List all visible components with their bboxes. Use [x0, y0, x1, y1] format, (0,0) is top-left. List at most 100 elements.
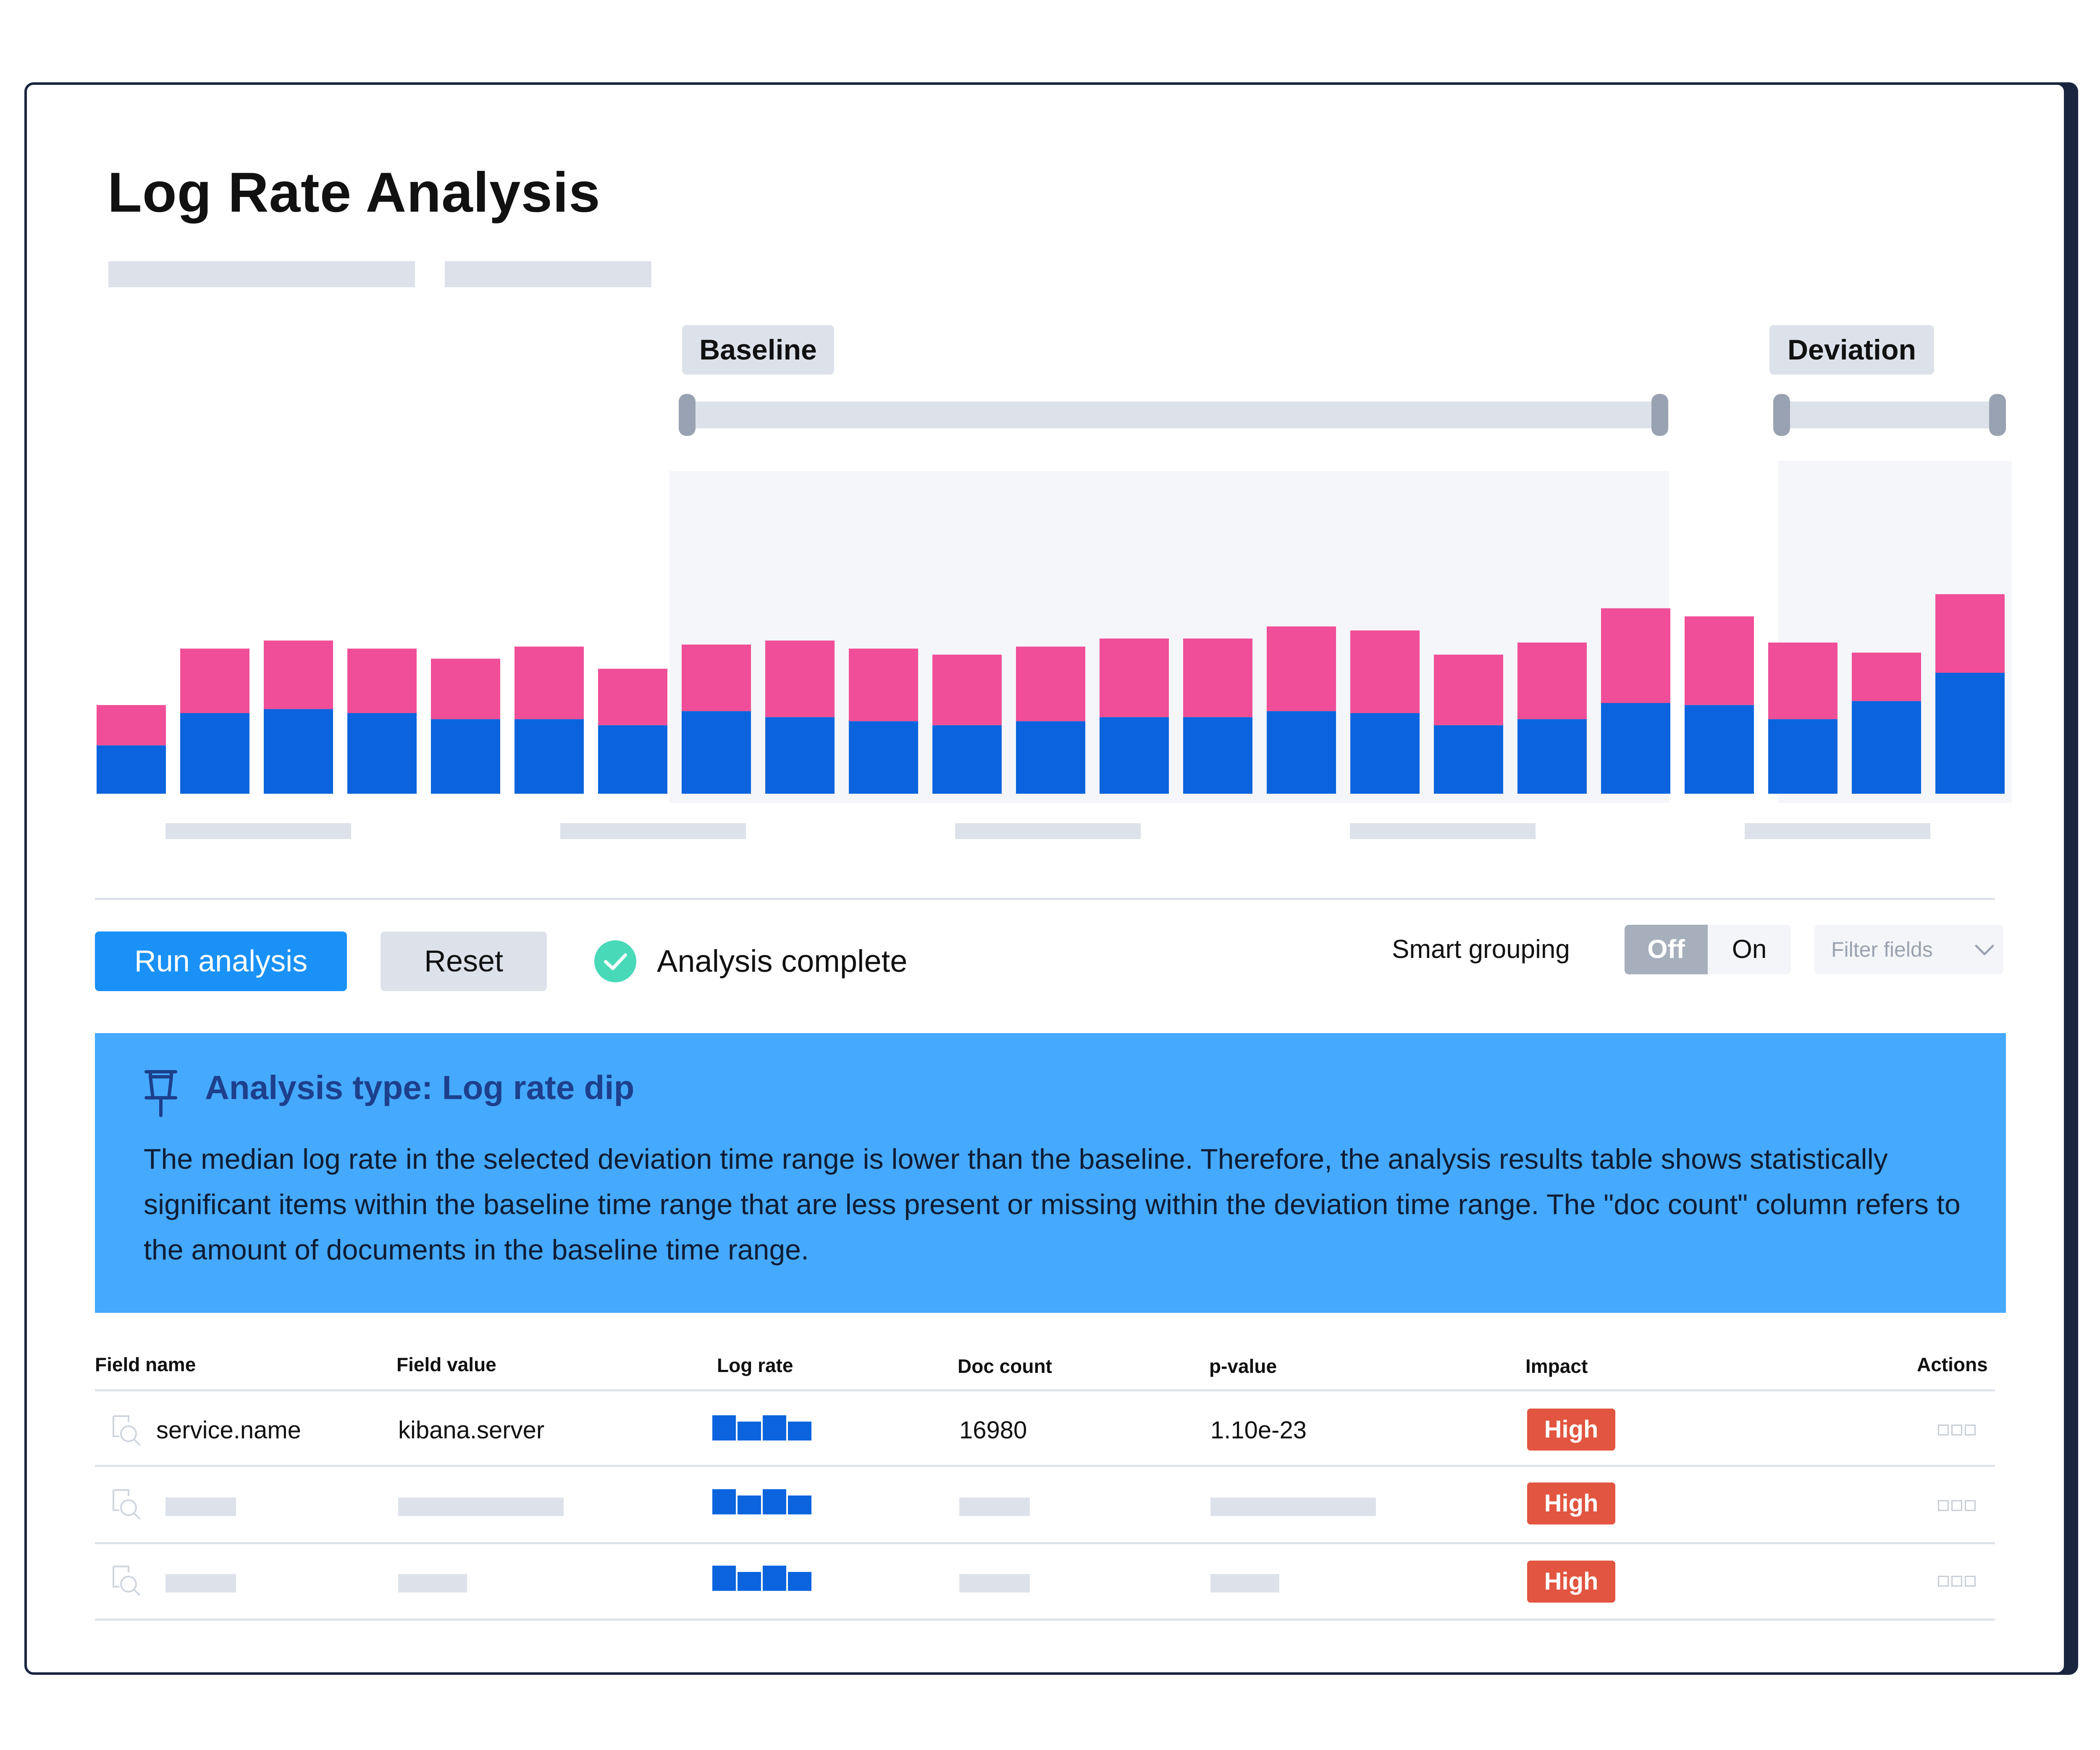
histogram-bar-segment-top — [598, 669, 667, 725]
subtitle-placeholder — [108, 261, 415, 287]
subtitle-placeholder — [445, 261, 651, 287]
histogram-bar-segment-bottom — [1935, 673, 2005, 794]
log-rate-sparkline — [712, 1566, 811, 1591]
divider — [95, 898, 1995, 900]
histogram-bar-segment-bottom — [431, 719, 500, 794]
histogram-bar-segment-bottom — [264, 709, 333, 794]
histogram-bar-segment-bottom — [180, 713, 249, 794]
page-title: Log Rate Analysis — [108, 161, 601, 224]
column-header-impact[interactable]: Impact — [1525, 1355, 1588, 1377]
histogram-bar-segment-top — [1685, 616, 1754, 705]
field-name-cell: service.name — [156, 1417, 301, 1444]
reset-button[interactable]: Reset — [381, 931, 547, 991]
histogram-bar-segment-top — [1183, 638, 1252, 717]
histogram-bar-segment-bottom — [1100, 717, 1169, 794]
deviation-start-handle[interactable] — [1773, 394, 1790, 436]
histogram-bar-segment-top — [849, 648, 918, 722]
histogram-bar-segment-bottom — [1267, 711, 1336, 794]
callout-title: Analysis type: Log rate dip — [205, 1069, 635, 1106]
histogram-bar-segment-bottom — [1601, 703, 1670, 794]
analysis-type-callout: Analysis type: Log rate dip The median l… — [95, 1033, 2006, 1313]
log-rate-histogram — [97, 461, 2012, 803]
column-header-field-value[interactable]: Field value — [396, 1354, 496, 1375]
field-search-icon[interactable] — [109, 1487, 143, 1520]
field-search-icon[interactable] — [109, 1563, 143, 1597]
field-name-placeholder — [165, 1574, 236, 1593]
p-value-placeholder — [1210, 1574, 1279, 1593]
field-value-placeholder — [398, 1574, 467, 1593]
histogram-bar-segment-top — [264, 640, 333, 709]
field-value-placeholder — [398, 1498, 564, 1516]
histogram-bar-segment-bottom — [1768, 719, 1838, 794]
check-circle-icon — [594, 940, 636, 982]
histogram-bar-segment-bottom — [1016, 721, 1085, 794]
histogram-bar-segment-top — [514, 646, 584, 719]
log-rate-analysis-panel: Log Rate Analysis Baseline Deviation Run… — [24, 82, 2066, 1675]
field-value-cell: kibana.server — [398, 1417, 545, 1444]
run-analysis-button[interactable]: Run analysis — [95, 931, 347, 991]
smart-grouping-on-toggle[interactable]: On — [1708, 925, 1791, 974]
histogram-bar-segment-top — [1601, 608, 1670, 703]
sparkline-bar — [738, 1422, 761, 1440]
row-actions[interactable] — [1938, 1425, 1984, 1437]
x-axis-tick-placeholder — [955, 823, 1141, 839]
filter-fields-placeholder: Filter fields — [1831, 938, 1933, 961]
histogram-bar-segment-bottom — [347, 713, 417, 794]
baseline-end-handle[interactable] — [1651, 394, 1668, 436]
histogram-bar-segment-top — [1016, 646, 1085, 722]
histogram-bar-segment-top — [180, 648, 249, 713]
column-header-doc-count[interactable]: Doc count — [958, 1355, 1052, 1377]
filter-fields-dropdown[interactable]: Filter fields — [1814, 925, 2003, 974]
baseline-range-track[interactable] — [686, 401, 1659, 428]
field-name-placeholder — [165, 1498, 236, 1516]
histogram-bar-segment-bottom — [682, 711, 751, 794]
impact-badge: High — [1527, 1561, 1615, 1603]
sparkline-bar — [788, 1572, 811, 1591]
table-row-divider — [95, 1619, 1995, 1621]
histogram-bar-segment-top — [1935, 594, 2005, 673]
log-rate-sparkline — [712, 1489, 811, 1514]
histogram-bar-segment-bottom — [598, 725, 667, 794]
callout-body: The median log rate in the selected devi… — [144, 1143, 1961, 1266]
histogram-bar-segment-top — [1100, 638, 1169, 717]
field-search-icon[interactable] — [109, 1413, 143, 1446]
histogram-bar-segment-top — [765, 640, 835, 717]
impact-badge: High — [1527, 1409, 1615, 1451]
p-value-cell: 1.10e-23 — [1210, 1417, 1307, 1444]
histogram-bar-segment-bottom — [1852, 701, 1921, 794]
histogram-bar-segment-top — [1350, 630, 1420, 713]
histogram-bar-segment-bottom — [1685, 705, 1754, 794]
x-axis-tick-placeholder — [560, 823, 746, 839]
histogram-bar-segment-top — [1267, 626, 1336, 711]
doc-count-placeholder — [959, 1574, 1030, 1593]
log-rate-sparkline — [712, 1415, 811, 1440]
histogram-bar-segment-top — [347, 648, 417, 713]
deviation-label: Deviation — [1769, 325, 1934, 375]
table-row-divider — [95, 1465, 1995, 1467]
sparkline-bar — [763, 1489, 786, 1514]
column-header-actions: Actions — [1917, 1354, 1988, 1375]
histogram-bar-segment-top — [1852, 653, 1921, 701]
sparkline-bar — [712, 1415, 736, 1440]
column-header-p-value[interactable]: p-value — [1209, 1355, 1277, 1377]
histogram-bar-segment-bottom — [1517, 719, 1587, 794]
p-value-placeholder — [1210, 1498, 1376, 1516]
row-actions[interactable] — [1938, 1500, 1984, 1513]
impact-badge: High — [1527, 1482, 1615, 1524]
column-header-field-name[interactable]: Field name — [95, 1354, 196, 1375]
row-actions[interactable] — [1938, 1576, 1984, 1588]
chevron-down-icon — [1975, 945, 1994, 955]
sparkline-bar — [738, 1572, 761, 1591]
baseline-start-handle[interactable] — [679, 394, 696, 436]
histogram-bar-segment-top — [431, 659, 500, 719]
column-header-log-rate[interactable]: Log rate — [717, 1354, 793, 1376]
histogram-bar-segment-top — [1517, 643, 1587, 719]
histogram-bar-segment-bottom — [765, 717, 835, 794]
histogram-bar-segment-bottom — [1183, 717, 1252, 794]
deviation-end-handle[interactable] — [1989, 394, 2006, 436]
x-axis-tick-placeholder — [1745, 823, 1930, 839]
smart-grouping-off-toggle[interactable]: Off — [1625, 925, 1708, 974]
sparkline-bar — [712, 1566, 736, 1591]
histogram-bar-segment-bottom — [1350, 713, 1420, 794]
deviation-range-track[interactable] — [1782, 401, 1998, 428]
